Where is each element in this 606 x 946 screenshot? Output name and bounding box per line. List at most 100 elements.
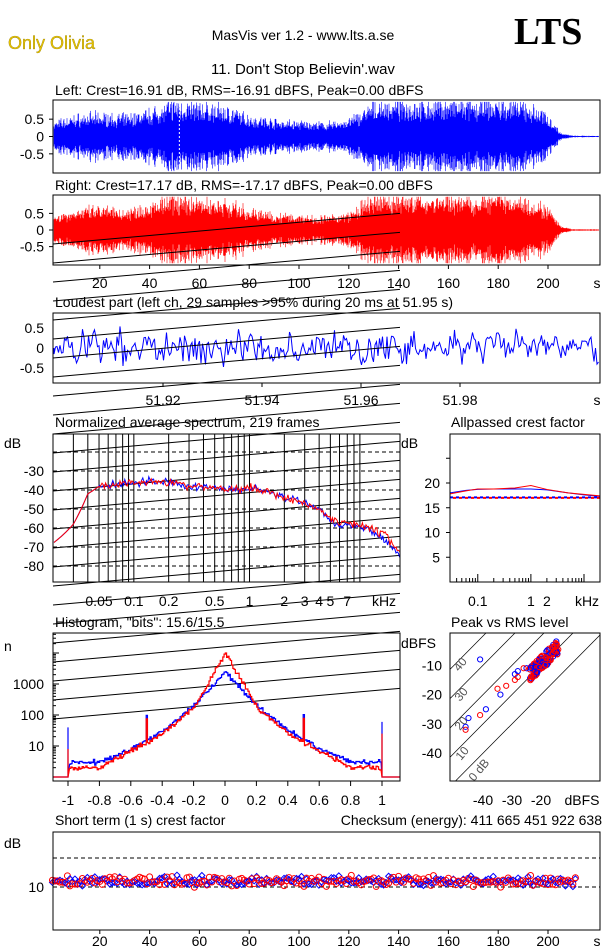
x-tick-label: 0.2 <box>159 593 179 609</box>
x-tick-label: 180 <box>487 275 511 291</box>
allpass-plot: 20 15 10 5 0.1 1 2 kHz <box>424 457 601 609</box>
crest-point-right <box>405 875 413 883</box>
spectrum-ylabel: dB <box>4 435 21 451</box>
slope-line <box>52 630 401 663</box>
waveform-x-axis: 20 40 60 80 100 120 140 160 180 200 s <box>92 265 601 291</box>
crest-point-left <box>93 878 102 886</box>
crest-point-right <box>161 880 169 888</box>
x-tick-label: 0.05 <box>85 593 112 609</box>
crest-point-right <box>484 878 492 886</box>
crest-point-left <box>564 878 572 886</box>
y-tick-label: -50 <box>24 501 44 517</box>
slope-line <box>52 269 401 302</box>
y-tick-label: -0.5 <box>20 239 44 255</box>
y-tick-label: -70 <box>24 539 44 555</box>
allpass-right <box>449 484 601 497</box>
crest-frame <box>52 831 601 931</box>
y-tick-label: -60 <box>24 520 44 536</box>
slope-line <box>52 402 401 435</box>
x-tick-label: 0.6 <box>309 792 329 808</box>
x-tick-label: 160 <box>437 933 461 946</box>
allpass-frame <box>449 433 601 583</box>
y-tick-label: 20 <box>424 475 440 491</box>
x-tick-label: 60 <box>192 275 208 291</box>
left-caption: Left: Crest=16.91 dB, RMS=-16.91 dBFS, P… <box>55 82 423 98</box>
right-plot-frame <box>52 194 601 266</box>
x-tick-label: 120 <box>337 275 361 291</box>
y-tick-label: -30 <box>24 463 44 479</box>
spectrum-plot: -30 -40 -50 -60 -70 -80 0.05 0.1 0.2 0.5 1 2 3 4 5 7 kHz <box>24 212 401 720</box>
pvr-point <box>514 668 521 675</box>
slope-line <box>52 668 401 701</box>
waveform-trace <box>53 196 599 264</box>
pvr-point <box>462 726 469 733</box>
y-tick-label: 0 <box>36 340 44 356</box>
y-tick-label: -80 <box>24 558 44 574</box>
pvr-point <box>542 662 549 669</box>
x-tick-label: 200 <box>536 933 560 946</box>
x-tick-label: 2 <box>280 593 288 609</box>
x-tick-label: 0.1 <box>468 593 488 609</box>
crest-point-right <box>546 874 554 882</box>
histogram-ylabel: n <box>4 638 12 654</box>
x-unit: s <box>594 933 601 946</box>
crest-point-right <box>258 880 266 888</box>
x-tick-label: -0.2 <box>182 792 206 808</box>
slope-line <box>52 649 401 682</box>
file-title: 11. Don't Stop Believin'.wav <box>211 61 395 78</box>
pvr-point <box>538 655 545 662</box>
crest-diagonal <box>450 633 516 700</box>
x-tick-label: -0.4 <box>150 792 174 808</box>
crest-point-left <box>506 877 515 885</box>
x-tick-label: 0.1 <box>124 593 144 609</box>
loudest-trace <box>53 326 599 368</box>
pvr-point <box>543 648 550 655</box>
y-tick-label: 10 <box>28 738 44 754</box>
x-tick-label: 1 <box>246 593 254 609</box>
crest-point-left <box>297 872 306 881</box>
pvr-point <box>462 723 469 730</box>
diagonal-label: 40 <box>451 654 471 673</box>
y-tick-label: 5 <box>432 549 440 565</box>
slope-line <box>52 535 401 568</box>
crest-ylabel: dB <box>4 835 21 851</box>
crest-point-left <box>210 874 219 883</box>
artist-label: Only Olivia <box>8 33 96 53</box>
x-tick-label: 1 <box>378 792 386 808</box>
x-tick-label: 120 <box>337 933 361 946</box>
histogram-right <box>53 652 400 778</box>
slope-line <box>52 250 401 283</box>
pvr-point <box>477 656 484 663</box>
crest-point-right <box>542 874 550 882</box>
x-tick-label: 180 <box>487 933 511 946</box>
waveform-trace <box>53 101 599 172</box>
histogram-frame <box>52 632 401 782</box>
spectrum-frame <box>52 433 401 583</box>
crest-point-left <box>150 879 159 888</box>
lts-logo: LTS <box>514 11 582 53</box>
y-tick-label: -0.5 <box>20 146 44 162</box>
crest-point-right <box>347 871 355 879</box>
crest-point-left <box>457 881 465 889</box>
pvr-point <box>547 655 554 662</box>
left-waveform-plot: 0.5 0-0.5 <box>20 100 599 173</box>
x-unit: s <box>594 392 601 408</box>
x-tick-label: -20 <box>531 792 551 808</box>
crest-point-right <box>198 878 206 886</box>
crest-diagonal <box>454 634 600 781</box>
y-tick-label: -40 <box>24 482 44 498</box>
y-tick-label: -20 <box>422 687 442 703</box>
y-tick-label: 0.5 <box>25 320 45 336</box>
y-tick-label: -30 <box>422 716 442 732</box>
histogram-left <box>53 671 400 778</box>
crest-point-left <box>180 880 189 888</box>
crest-diagonal <box>450 633 574 758</box>
pvr-point <box>552 640 559 647</box>
y-tick-label: 0.5 <box>25 205 45 221</box>
slope-line <box>52 687 401 720</box>
slope-line <box>52 440 401 473</box>
slope-line <box>52 516 401 549</box>
slope-line <box>52 231 401 264</box>
crest-point-left <box>300 880 308 888</box>
x-tick-label: 20 <box>92 275 108 291</box>
